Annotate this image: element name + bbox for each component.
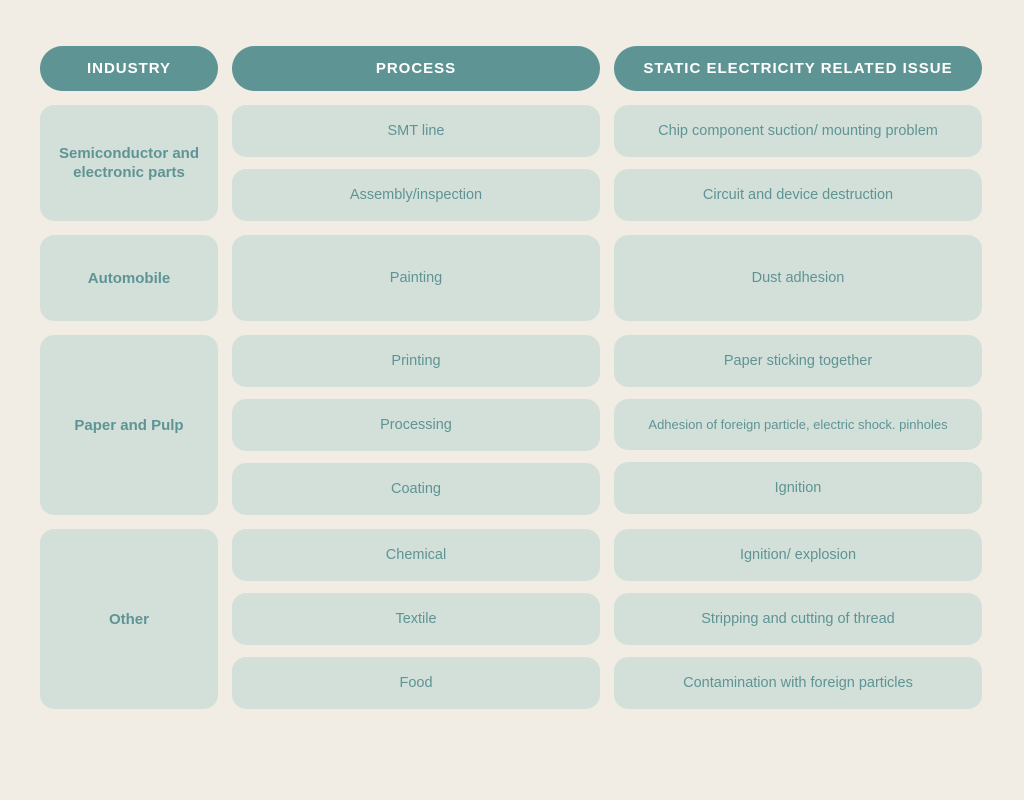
header-issue: STATIC ELECTRICITY RELATED ISSUE <box>614 46 982 91</box>
issue-cell: Adhesion of foreign particle, electric s… <box>614 399 982 450</box>
issue-cell: Ignition <box>614 462 982 514</box>
process-cell: SMT line <box>232 105 600 157</box>
issue-cell: Dust adhesion <box>614 235 982 321</box>
industry-cell: Other <box>40 529 218 709</box>
issue-cell: Circuit and device destruction <box>614 169 982 221</box>
process-cell: Textile <box>232 593 600 645</box>
header-process: PROCESS <box>232 46 600 91</box>
process-cell: Painting <box>232 235 600 321</box>
table-container: INDUSTRY PROCESS STATIC ELECTRICITY RELA… <box>40 46 984 709</box>
issue-stack: Dust adhesion <box>614 235 982 321</box>
process-stack: SMT line Assembly/inspection <box>232 105 600 221</box>
issue-stack: Chip component suction/ mounting problem… <box>614 105 982 221</box>
issue-stack: Ignition/ explosion Stripping and cuttin… <box>614 529 982 709</box>
process-cell: Assembly/inspection <box>232 169 600 221</box>
industry-cell: Automobile <box>40 235 218 321</box>
process-cell: Coating <box>232 463 600 515</box>
process-stack: Printing Processing Coating <box>232 335 600 515</box>
process-cell: Processing <box>232 399 600 451</box>
header-industry: INDUSTRY <box>40 46 218 91</box>
process-stack: Chemical Textile Food <box>232 529 600 709</box>
issue-cell: Contamination with foreign particles <box>614 657 982 709</box>
industry-cell: Semiconductor and electronic parts <box>40 105 218 221</box>
process-cell: Printing <box>232 335 600 387</box>
issue-stack: Paper sticking together Adhesion of fore… <box>614 335 982 515</box>
issue-cell: Paper sticking together <box>614 335 982 387</box>
industry-cell: Paper and Pulp <box>40 335 218 515</box>
issue-cell: Chip component suction/ mounting problem <box>614 105 982 157</box>
process-cell: Food <box>232 657 600 709</box>
process-cell: Chemical <box>232 529 600 581</box>
issue-cell: Stripping and cutting of thread <box>614 593 982 645</box>
process-stack: Painting <box>232 235 600 321</box>
issue-cell: Ignition/ explosion <box>614 529 982 581</box>
